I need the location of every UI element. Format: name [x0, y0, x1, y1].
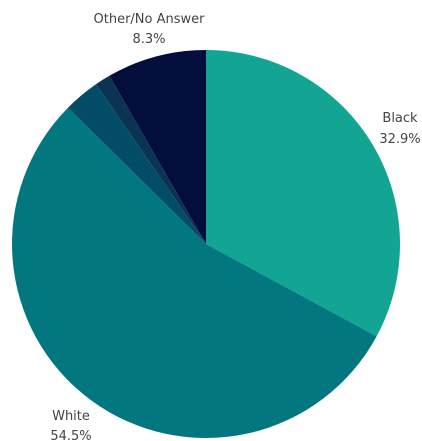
slice-label-other: Other/No Answer: [94, 12, 206, 27]
slice-label-white: White: [52, 409, 90, 424]
label-black: Black 32.9%: [379, 111, 420, 147]
pie-slice-white: [12, 107, 377, 438]
label-other: Other/No Answer 8.3%: [94, 12, 206, 47]
pie-slice-unlabeled-3: [95, 75, 206, 244]
pie-slices: [12, 50, 401, 438]
slice-label-black: Black: [382, 111, 418, 126]
slice-percent-white: 54.5%: [50, 429, 91, 441]
pie-slice-unlabeled-2: [67, 84, 207, 244]
slice-percent-other: 8.3%: [132, 32, 165, 47]
slice-percent-black: 32.9%: [379, 132, 420, 147]
label-white: White 54.5%: [50, 409, 91, 441]
pie-slice-black: [206, 50, 401, 337]
pie-slice-other-no-answer: [109, 50, 206, 244]
